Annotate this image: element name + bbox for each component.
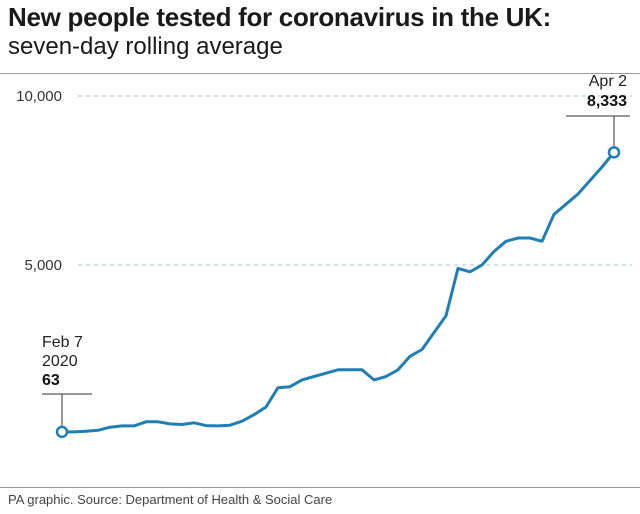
y-tick-label: 10,000 <box>16 88 62 105</box>
chart-subtitle: seven-day rolling average <box>8 33 283 60</box>
bottom-divider <box>0 487 640 488</box>
start-date-label: Feb 7 <box>42 334 83 351</box>
series-line <box>60 150 616 434</box>
y-tick-label: 5,000 <box>24 257 62 274</box>
end-date-label: Apr 2 <box>589 73 627 90</box>
top-divider <box>0 73 640 74</box>
start-point-marker <box>55 425 69 439</box>
start-value-label: 63 <box>42 372 60 389</box>
start-year-label: 2020 <box>42 353 78 370</box>
chart-title: New people tested for coronavirus in the… <box>8 2 551 32</box>
source-note: PA graphic. Source: Department of Health… <box>8 492 333 507</box>
end-point-marker <box>607 146 621 159</box>
line-chart: 5,000 10,000 Feb 7 2020 63 Apr 2 8,333 <box>16 73 632 439</box>
end-value-label: 8,333 <box>587 93 627 110</box>
